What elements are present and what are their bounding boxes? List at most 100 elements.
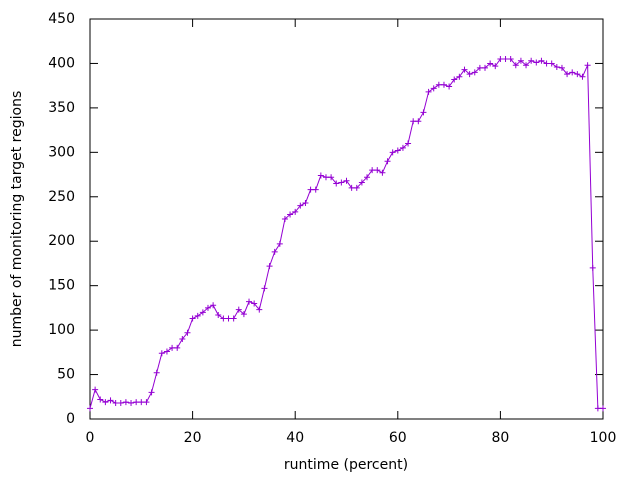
data-point bbox=[533, 59, 540, 66]
x-tick-label: 20 bbox=[184, 430, 202, 446]
data-point bbox=[189, 315, 196, 322]
data-point bbox=[271, 248, 278, 255]
data-point bbox=[364, 174, 371, 181]
data-point bbox=[246, 298, 253, 305]
data-point bbox=[153, 369, 160, 376]
data-point bbox=[456, 73, 463, 80]
data-point bbox=[471, 69, 478, 76]
data-point bbox=[174, 344, 181, 351]
data-point bbox=[169, 344, 176, 351]
data-point bbox=[210, 302, 217, 309]
data-point bbox=[220, 315, 227, 322]
data-point bbox=[492, 63, 499, 70]
data-point bbox=[517, 57, 524, 64]
data-point bbox=[528, 57, 535, 64]
data-point bbox=[389, 149, 396, 156]
data-point bbox=[333, 180, 340, 187]
data-point bbox=[558, 64, 565, 71]
data-point bbox=[538, 57, 545, 64]
data-point bbox=[235, 306, 242, 313]
data-point bbox=[179, 336, 186, 342]
data-point bbox=[312, 186, 319, 193]
data-point bbox=[405, 140, 412, 147]
data-point bbox=[487, 60, 494, 67]
data-point bbox=[240, 311, 247, 318]
data-point bbox=[594, 405, 601, 412]
data-point bbox=[307, 186, 314, 193]
plot-border bbox=[89, 18, 604, 420]
y-tick-label: 300 bbox=[48, 144, 75, 160]
data-point bbox=[112, 400, 119, 406]
data-point bbox=[579, 73, 586, 80]
x-tick-label: 80 bbox=[491, 430, 509, 446]
data-point bbox=[143, 399, 150, 406]
data-point bbox=[292, 208, 299, 215]
data-point bbox=[384, 158, 391, 165]
x-tick-label: 0 bbox=[86, 430, 95, 446]
y-tick-label: 0 bbox=[66, 411, 75, 427]
data-point bbox=[415, 118, 422, 125]
y-tick-label: 400 bbox=[48, 55, 75, 71]
data-point bbox=[230, 315, 237, 322]
y-tick-label: 350 bbox=[48, 100, 75, 116]
data-point bbox=[281, 216, 288, 222]
data-point bbox=[322, 174, 329, 181]
data-point bbox=[148, 389, 155, 396]
data-point bbox=[369, 167, 376, 174]
data-point bbox=[440, 81, 447, 88]
data-point bbox=[215, 312, 222, 318]
data-point bbox=[107, 397, 114, 404]
data-point bbox=[394, 147, 401, 154]
y-tick-label: 450 bbox=[48, 11, 75, 27]
data-point bbox=[256, 306, 263, 313]
data-point bbox=[553, 64, 560, 70]
y-tick-label: 250 bbox=[48, 189, 75, 205]
y-tick-label: 100 bbox=[48, 322, 75, 338]
data-point bbox=[133, 399, 140, 406]
data-point bbox=[410, 118, 417, 125]
data-point bbox=[184, 329, 191, 336]
data-point bbox=[569, 69, 576, 76]
data-point bbox=[584, 62, 591, 69]
data-point bbox=[425, 88, 432, 95]
data-point bbox=[446, 83, 453, 90]
data-point bbox=[507, 56, 514, 62]
y-tick-label: 200 bbox=[48, 233, 75, 249]
y-axis-label: number of monitoring target regions bbox=[9, 91, 25, 348]
data-point bbox=[348, 184, 355, 191]
data-point bbox=[338, 179, 345, 186]
data-point bbox=[435, 81, 442, 88]
data-point bbox=[266, 263, 273, 270]
x-tick-label: 40 bbox=[286, 430, 304, 446]
data-point bbox=[194, 312, 201, 319]
data-point bbox=[564, 71, 571, 78]
data-point bbox=[358, 179, 365, 186]
data-point bbox=[461, 66, 468, 73]
data-point bbox=[353, 184, 360, 191]
data-point bbox=[251, 300, 258, 307]
data-point bbox=[317, 172, 324, 179]
data-point bbox=[261, 285, 268, 292]
x-tick-label: 100 bbox=[590, 430, 617, 446]
data-point bbox=[297, 202, 304, 209]
data-point bbox=[476, 64, 483, 71]
data-point bbox=[466, 71, 473, 78]
data-point bbox=[302, 200, 309, 206]
data-point bbox=[502, 56, 509, 62]
data-point bbox=[374, 167, 381, 174]
data-point bbox=[225, 315, 232, 322]
data-line bbox=[89, 58, 603, 409]
y-tick-label: 50 bbox=[57, 367, 75, 383]
data-point bbox=[600, 405, 606, 412]
data-point bbox=[97, 396, 104, 403]
data-point bbox=[276, 240, 283, 247]
data-point bbox=[128, 400, 135, 406]
data-point bbox=[420, 109, 427, 116]
x-axis-label: runtime (percent) bbox=[284, 457, 408, 473]
data-point bbox=[343, 177, 350, 184]
data-point bbox=[430, 85, 437, 92]
data-point bbox=[543, 60, 550, 67]
data-point bbox=[199, 309, 206, 316]
